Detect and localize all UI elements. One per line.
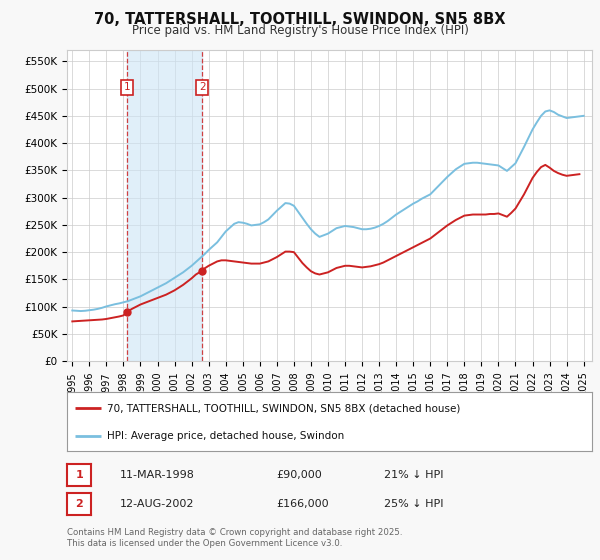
Text: £166,000: £166,000: [276, 499, 329, 509]
Text: 12-AUG-2002: 12-AUG-2002: [120, 499, 194, 509]
Text: 70, TATTERSHALL, TOOTHILL, SWINDON, SN5 8BX: 70, TATTERSHALL, TOOTHILL, SWINDON, SN5 …: [94, 12, 506, 27]
Text: Price paid vs. HM Land Registry's House Price Index (HPI): Price paid vs. HM Land Registry's House …: [131, 24, 469, 37]
Text: 25% ↓ HPI: 25% ↓ HPI: [384, 499, 443, 509]
Text: 2: 2: [199, 82, 206, 92]
Text: 11-MAR-1998: 11-MAR-1998: [120, 470, 195, 480]
Text: 2: 2: [76, 499, 83, 509]
Text: 21% ↓ HPI: 21% ↓ HPI: [384, 470, 443, 480]
Text: £90,000: £90,000: [276, 470, 322, 480]
Bar: [127, 50, 202, 361]
Text: 70, TATTERSHALL, TOOTHILL, SWINDON, SN5 8BX (detached house): 70, TATTERSHALL, TOOTHILL, SWINDON, SN5 …: [107, 403, 460, 413]
Text: HPI: Average price, detached house, Swindon: HPI: Average price, detached house, Swin…: [107, 431, 344, 441]
Text: 1: 1: [76, 470, 83, 480]
Text: Contains HM Land Registry data © Crown copyright and database right 2025.
This d: Contains HM Land Registry data © Crown c…: [67, 528, 403, 548]
Text: 1: 1: [124, 82, 130, 92]
